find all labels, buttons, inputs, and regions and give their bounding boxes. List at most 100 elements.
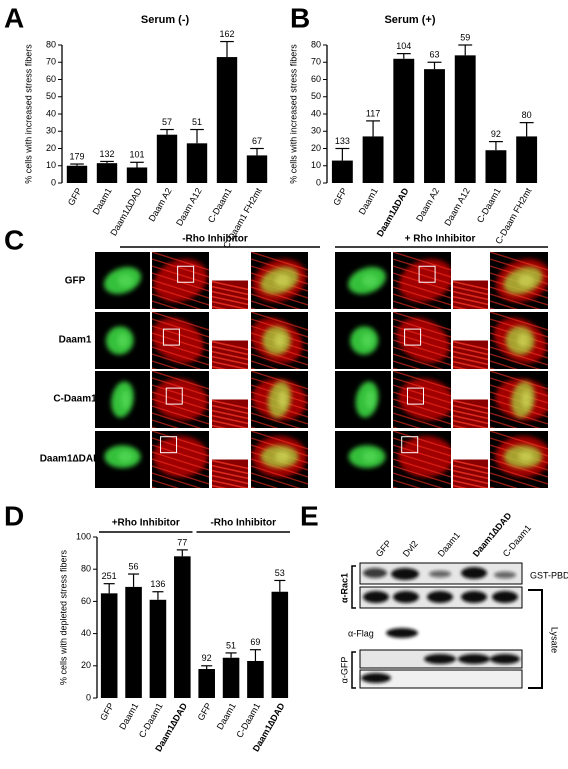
fiber <box>490 431 548 450</box>
fiber <box>490 293 541 309</box>
blot-band <box>363 591 389 603</box>
zoom-box <box>160 436 178 454</box>
error-bar <box>249 649 261 661</box>
micrograph <box>335 312 391 369</box>
fiber <box>453 414 488 425</box>
blot-strip <box>359 669 523 689</box>
bar <box>362 136 384 183</box>
fiber <box>212 484 227 488</box>
blot-band <box>494 571 516 579</box>
fiber <box>453 340 488 351</box>
fiber <box>152 339 209 359</box>
cell-nucleus <box>517 274 535 287</box>
cell-nucleus <box>362 274 378 287</box>
lane-label: Dvl2 <box>401 539 420 559</box>
count-label: 51 <box>192 117 202 127</box>
antibody-label: α-Flag <box>348 628 374 638</box>
fiber <box>212 350 248 361</box>
bar <box>246 155 268 183</box>
cell-nucleus <box>117 333 129 348</box>
fiber <box>251 360 279 369</box>
fiber <box>490 486 496 488</box>
blot-band <box>424 654 456 664</box>
y-tick-label: 0 <box>51 177 56 187</box>
cell-nucleus <box>521 390 531 409</box>
fiber <box>453 424 468 428</box>
micrograph <box>453 252 488 309</box>
fiber <box>152 384 209 404</box>
zoom-blank <box>212 431 248 460</box>
zoom-blank <box>212 312 248 341</box>
x-tick-label: Daam A2 <box>414 186 441 223</box>
fiber <box>152 318 209 338</box>
y-tick-label: 10 <box>311 160 321 170</box>
fiber <box>152 412 202 428</box>
fiber <box>212 365 227 369</box>
y-axis-label: % cells with depleted stress fibers <box>58 549 68 685</box>
count-label: 179 <box>69 151 84 161</box>
fiber <box>393 444 451 464</box>
blot-annotation: GST-PBD <box>530 570 568 580</box>
error-bar <box>335 147 350 161</box>
micrograph <box>212 371 248 428</box>
fiber <box>393 412 444 428</box>
count-label: 57 <box>162 117 172 127</box>
x-tick-label: Daam1∆DAD <box>108 186 144 238</box>
fiber <box>393 346 451 366</box>
blot-band <box>461 591 487 603</box>
fiber <box>393 451 451 471</box>
blot-band <box>427 591 453 603</box>
error-bar <box>190 128 204 144</box>
count-label: 136 <box>150 579 165 589</box>
micrograph <box>490 431 548 488</box>
cell-nucleus <box>361 333 373 348</box>
x-tick-label: Daam A12 <box>442 186 472 227</box>
micrographs <box>95 252 548 488</box>
fiber <box>490 419 519 428</box>
bar <box>186 143 208 183</box>
row-label: GFP <box>65 276 86 287</box>
cell-red <box>153 436 208 478</box>
x-tick-label: GFP <box>98 701 116 722</box>
micrograph <box>335 371 391 428</box>
cell-nucleus <box>117 274 134 287</box>
fiber <box>393 286 451 306</box>
fiber <box>490 371 548 390</box>
condition-label: -Rho Inhibitor <box>182 234 248 245</box>
fiber <box>152 312 209 331</box>
count-label: 104 <box>396 41 411 51</box>
error-bar <box>128 573 140 587</box>
error-bar <box>130 161 144 168</box>
fiber <box>251 286 308 306</box>
zoom-box <box>404 328 422 346</box>
fiber <box>453 474 488 485</box>
cell-red <box>398 436 451 478</box>
y-tick-label: 60 <box>311 74 321 84</box>
fiber <box>212 305 227 309</box>
fiber <box>251 472 301 488</box>
error-bar <box>488 141 503 151</box>
cell-red <box>398 378 451 421</box>
x-tick-label: Daam1 <box>117 701 140 731</box>
count-label: 251 <box>102 571 117 581</box>
fiber <box>453 464 488 475</box>
blot-band <box>490 654 520 664</box>
fiber <box>212 355 248 366</box>
fiber <box>393 377 451 397</box>
error-bar <box>160 128 174 135</box>
panel-letter: A <box>4 2 24 33</box>
error-bar <box>100 160 114 164</box>
x-tick-label: GFP <box>331 186 349 207</box>
bar <box>424 69 445 183</box>
fiber <box>490 286 548 306</box>
count-label: 92 <box>491 129 501 139</box>
micrograph <box>251 252 308 309</box>
fiber <box>212 424 227 428</box>
fiber <box>212 340 248 351</box>
group-label: -Rho Inhibitor <box>210 518 276 529</box>
error-bar <box>519 122 534 137</box>
bar <box>393 58 415 183</box>
micrograph <box>490 252 548 309</box>
micrograph <box>453 431 488 488</box>
